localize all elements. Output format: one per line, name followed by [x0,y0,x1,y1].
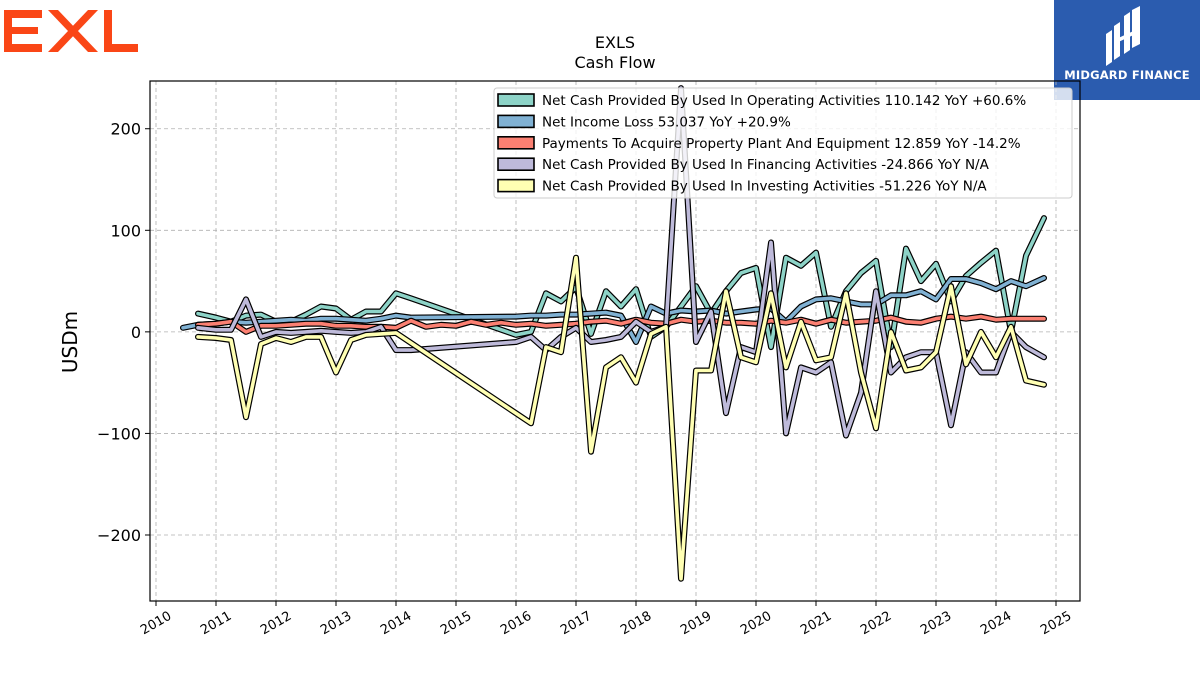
legend-swatch [497,114,535,129]
x-tick-label: 2012 [258,609,294,639]
exl-e-bottom [4,44,42,52]
series-5-line [196,255,1046,581]
exl-logo [4,10,138,52]
legend-label: Payments To Acquire Property Plant And E… [542,136,1021,152]
x-tick-label: 2024 [978,609,1014,639]
legend-label: Net Cash Provided By Used In Financing A… [542,157,990,173]
exl-logo-mark [4,10,138,52]
series-3-line [196,314,1046,334]
exl-l-stem [104,10,112,52]
x-tick-label: 2025 [1038,609,1074,639]
y-tick-label: −100 [97,424,141,443]
series-5 [195,254,1047,582]
exl-x-stroke-b [48,10,98,52]
x-tick-label: 2017 [558,609,594,639]
series-2-line [181,276,1046,344]
legend-swatch [497,157,535,171]
legend-entry: Net Cash Provided By Used In Investing A… [497,178,987,195]
x-tick-label: 2023 [918,609,954,639]
legend-entry: Payments To Acquire Property Plant And E… [497,136,1021,152]
legend-box [493,87,1073,199]
exl-l-base [104,44,138,52]
exl-e-mid [4,27,38,34]
x-tick-label: 2015 [438,609,474,639]
exl-e-top [4,10,42,18]
legend-entry: Net Cash Provided By Used In Financing A… [497,157,990,173]
x-axis: 2010 2011 2012 2013 2014 2015 2016 2017 2018 2019… [138,601,1074,638]
x-tick-label: 2010 [138,609,174,639]
series-layer [180,85,1047,582]
publisher-name: MIDGARD FINANCE [1064,68,1190,82]
legend-entry: Net Income Loss 53.037 YoY +20.9% [497,114,791,130]
x-tick-label: 2019 [678,609,714,639]
series-1-outline [195,215,1047,351]
legend: Net Cash Provided By Used In Operating A… [493,87,1073,199]
y-tick-label: 0 [131,323,141,342]
legend-entry: Net Cash Provided By Used In Operating A… [497,93,1026,109]
y-axis: 200 100 0 −100 −200 [97,120,150,545]
x-tick-label: 2018 [618,609,654,639]
y-tick-label: 100 [110,221,141,240]
y-axis-label: USDm [58,311,82,373]
midgard-finance-logo: MIDGARD FINANCE [1054,0,1200,100]
y-tick-label: −200 [97,526,141,545]
x-tick-label: 2014 [378,609,414,639]
series-1-line [196,216,1046,349]
series-1 [195,215,1047,351]
x-tick-label: 2021 [798,609,834,639]
series-2 [180,275,1047,345]
chart-title-group: EXLS Cash Flow [574,33,655,72]
legend-swatch [497,178,535,193]
x-tick-label: 2011 [198,609,234,639]
y-tick-label: 200 [110,120,141,139]
legend-swatch [497,136,535,150]
legend-label: Net Cash Provided By Used In Investing A… [542,179,987,195]
x-tick-label: 2013 [318,609,354,639]
x-tick-label: 2016 [498,609,534,639]
legend-label: Net Cash Provided By Used In Operating A… [542,93,1026,109]
plot-frame [149,80,1081,602]
chart-title: EXLS [595,33,635,52]
chart-subtitle: Cash Flow [574,53,655,72]
legend-label: Net Income Loss 53.037 YoY +20.9% [542,114,791,130]
x-tick-label: 2020 [738,609,774,639]
x-tick-label: 2022 [858,609,894,639]
midgard-finance-emblem [1106,6,1140,66]
legend-swatch [497,93,535,107]
series-3 [195,313,1047,335]
